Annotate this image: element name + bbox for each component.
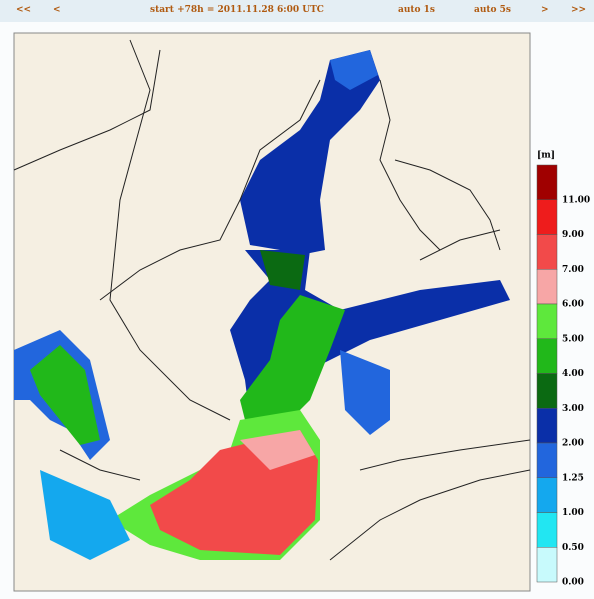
- legend-swatch: [536, 303, 558, 339]
- legend-swatch: [536, 164, 558, 200]
- auto5-button[interactable]: auto 5s: [474, 5, 511, 15]
- legend-label: 1.00: [562, 508, 584, 518]
- legend-label: 2.00: [562, 439, 584, 449]
- time-title: start +78h = 2011.11.28 6:00 UTC: [150, 5, 324, 15]
- legend-label: 0.00: [562, 578, 584, 588]
- legend-swatch: [536, 234, 558, 270]
- legend-label: 11.00: [562, 195, 590, 205]
- legend-label: 4.00: [562, 369, 584, 379]
- legend-swatch: [536, 442, 558, 478]
- legend-swatch: [536, 269, 558, 305]
- legend-label: 5.00: [562, 334, 584, 344]
- nav-bar: << < start +78h = 2011.11.28 6:00 UTC au…: [0, 0, 594, 22]
- legend-swatch: [536, 547, 558, 583]
- legend-label: 3.00: [562, 404, 584, 414]
- last-button[interactable]: >>: [571, 5, 587, 15]
- sea-field: [14, 50, 510, 560]
- prev-button[interactable]: <: [53, 5, 61, 15]
- legend-swatch: [536, 512, 558, 548]
- legend-label: 6.00: [562, 300, 584, 310]
- next-button[interactable]: >: [541, 5, 549, 15]
- coastlines: [13, 39, 531, 561]
- map-frame: [13, 32, 531, 592]
- legend-swatch: [536, 199, 558, 235]
- legend-swatch: [536, 408, 558, 444]
- legend-swatch: [536, 338, 558, 374]
- legend-swatch: [536, 373, 558, 409]
- legend-unit: [m]: [537, 151, 555, 161]
- legend-label: 7.00: [562, 265, 584, 275]
- legend-label: 9.00: [562, 230, 584, 240]
- legend-label: 0.50: [562, 543, 584, 553]
- auto1-button[interactable]: auto 1s: [398, 5, 435, 15]
- legend-label: 1.25: [562, 473, 584, 483]
- panel: [0, 22, 594, 599]
- first-button[interactable]: <<: [16, 5, 32, 15]
- legend-swatch: [536, 477, 558, 513]
